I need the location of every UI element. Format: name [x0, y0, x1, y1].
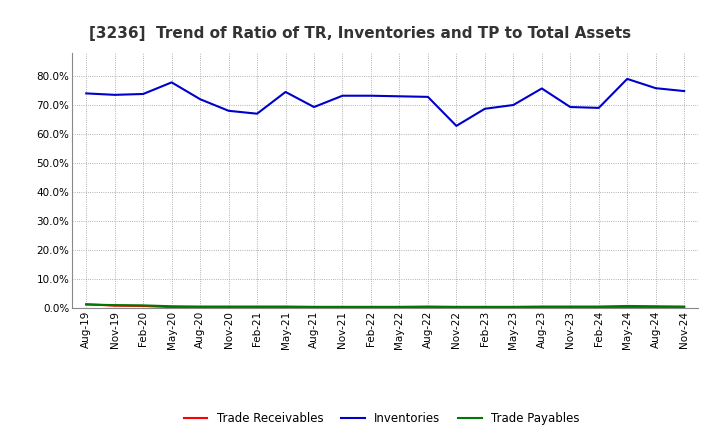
Trade Receivables: [623, 304, 631, 310]
Inventories: [566, 104, 575, 110]
Inventories: [452, 123, 461, 128]
Trade Receivables: [310, 304, 318, 310]
Trade Receivables: [652, 304, 660, 310]
Trade Payables: [253, 304, 261, 309]
Trade Payables: [509, 304, 518, 309]
Trade Payables: [452, 304, 461, 309]
Inventories: [366, 93, 375, 99]
Inventories: [423, 94, 432, 99]
Inventories: [338, 93, 347, 99]
Trade Receivables: [566, 304, 575, 310]
Trade Receivables: [139, 303, 148, 308]
Trade Payables: [82, 302, 91, 307]
Trade Receivables: [82, 301, 91, 307]
Inventories: [537, 86, 546, 91]
Trade Receivables: [110, 303, 119, 308]
Trade Payables: [480, 304, 489, 309]
Inventories: [139, 92, 148, 97]
Line: Trade Payables: Trade Payables: [86, 304, 684, 307]
Inventories: [82, 91, 91, 96]
Trade Payables: [423, 304, 432, 309]
Inventories: [480, 106, 489, 111]
Trade Payables: [282, 304, 290, 309]
Inventories: [680, 88, 688, 94]
Line: Inventories: Inventories: [86, 79, 684, 126]
Inventories: [395, 94, 404, 99]
Trade Receivables: [595, 304, 603, 310]
Inventories: [253, 111, 261, 116]
Trade Payables: [338, 304, 347, 309]
Trade Receivables: [680, 304, 688, 310]
Trade Receivables: [225, 304, 233, 310]
Inventories: [623, 76, 631, 81]
Trade Receivables: [509, 304, 518, 310]
Trade Payables: [196, 304, 204, 309]
Trade Receivables: [282, 304, 290, 310]
Inventories: [595, 105, 603, 110]
Inventories: [509, 103, 518, 108]
Trade Payables: [310, 304, 318, 309]
Trade Receivables: [366, 304, 375, 310]
Inventories: [310, 104, 318, 110]
Trade Payables: [595, 304, 603, 309]
Trade Receivables: [196, 304, 204, 310]
Trade Receivables: [537, 304, 546, 310]
Inventories: [196, 96, 204, 102]
Inventories: [110, 92, 119, 98]
Trade Payables: [167, 304, 176, 309]
Trade Payables: [110, 302, 119, 308]
Trade Receivables: [167, 304, 176, 310]
Trade Payables: [680, 304, 688, 309]
Trade Payables: [652, 304, 660, 309]
Trade Payables: [225, 304, 233, 309]
Inventories: [167, 80, 176, 85]
Inventories: [652, 85, 660, 91]
Trade Payables: [623, 303, 631, 308]
Trade Receivables: [253, 304, 261, 310]
Trade Receivables: [480, 304, 489, 310]
Inventories: [282, 89, 290, 95]
Trade Payables: [139, 303, 148, 308]
Trade Payables: [566, 304, 575, 309]
Inventories: [225, 108, 233, 114]
Text: [3236]  Trend of Ratio of TR, Inventories and TP to Total Assets: [3236] Trend of Ratio of TR, Inventories…: [89, 26, 631, 41]
Trade Receivables: [452, 304, 461, 310]
Trade Receivables: [338, 304, 347, 310]
Legend: Trade Receivables, Inventories, Trade Payables: Trade Receivables, Inventories, Trade Pa…: [179, 407, 585, 430]
Trade Payables: [395, 304, 404, 309]
Line: Trade Receivables: Trade Receivables: [86, 304, 684, 307]
Trade Payables: [366, 304, 375, 309]
Trade Payables: [537, 304, 546, 309]
Trade Receivables: [395, 304, 404, 310]
Trade Receivables: [423, 304, 432, 310]
